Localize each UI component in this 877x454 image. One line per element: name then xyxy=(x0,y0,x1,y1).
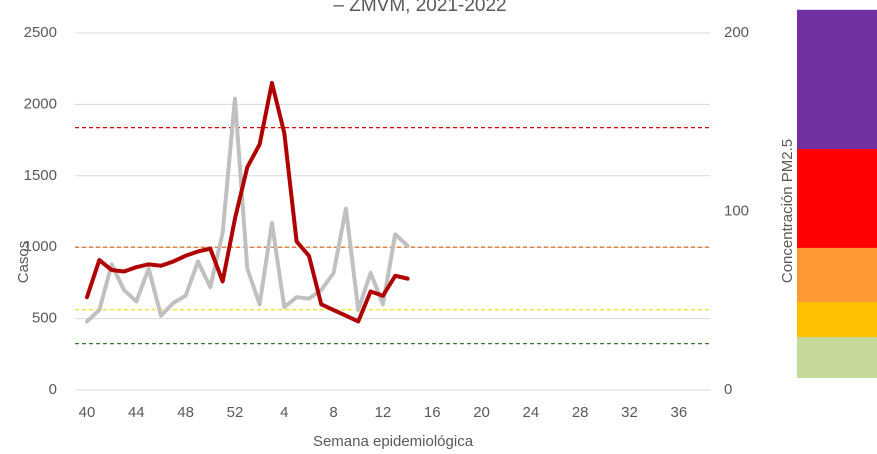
series-line xyxy=(85,96,410,324)
x-axis-label: Semana epidemiológica xyxy=(313,433,474,450)
pm-band xyxy=(797,301,877,337)
x-tick-label: 44 xyxy=(128,404,145,421)
x-tick-label: 52 xyxy=(227,404,244,421)
x-tick-label: 8 xyxy=(329,404,337,421)
x-tick-label: 28 xyxy=(572,404,589,421)
pm-band xyxy=(797,247,877,302)
y-tick-label: 1000 xyxy=(24,238,57,255)
pm-band xyxy=(797,336,877,379)
y-tick-label: 1500 xyxy=(24,167,57,184)
pm-band xyxy=(797,149,877,248)
y2-tick-label: 100 xyxy=(724,202,749,219)
x-tick-label: 20 xyxy=(473,404,490,421)
series-line xyxy=(85,80,410,324)
y2-tick-label: 200 xyxy=(724,24,749,41)
x-tick-label: 4 xyxy=(280,404,288,421)
y-tick-label: 2500 xyxy=(24,24,57,41)
x-tick-label: 24 xyxy=(523,404,540,421)
x-tick-label: 48 xyxy=(177,404,194,421)
y2-tick-label: 0 xyxy=(724,381,732,398)
x-tick-label: 12 xyxy=(375,404,392,421)
y-tick-label: 2000 xyxy=(24,95,57,112)
x-tick-label: 40 xyxy=(79,404,96,421)
y-tick-label: 500 xyxy=(32,310,57,327)
chart-title: – ZMVM, 2021-2022 xyxy=(333,0,506,16)
x-tick-label: 36 xyxy=(670,404,687,421)
y-tick-label: 0 xyxy=(49,381,57,398)
y-axis-label: Casos xyxy=(15,241,32,284)
x-tick-label: 16 xyxy=(424,404,441,421)
x-tick-label: 32 xyxy=(621,404,638,421)
pm-band xyxy=(797,9,877,150)
y2-axis-label: Concentración PM2.5 xyxy=(779,139,796,283)
